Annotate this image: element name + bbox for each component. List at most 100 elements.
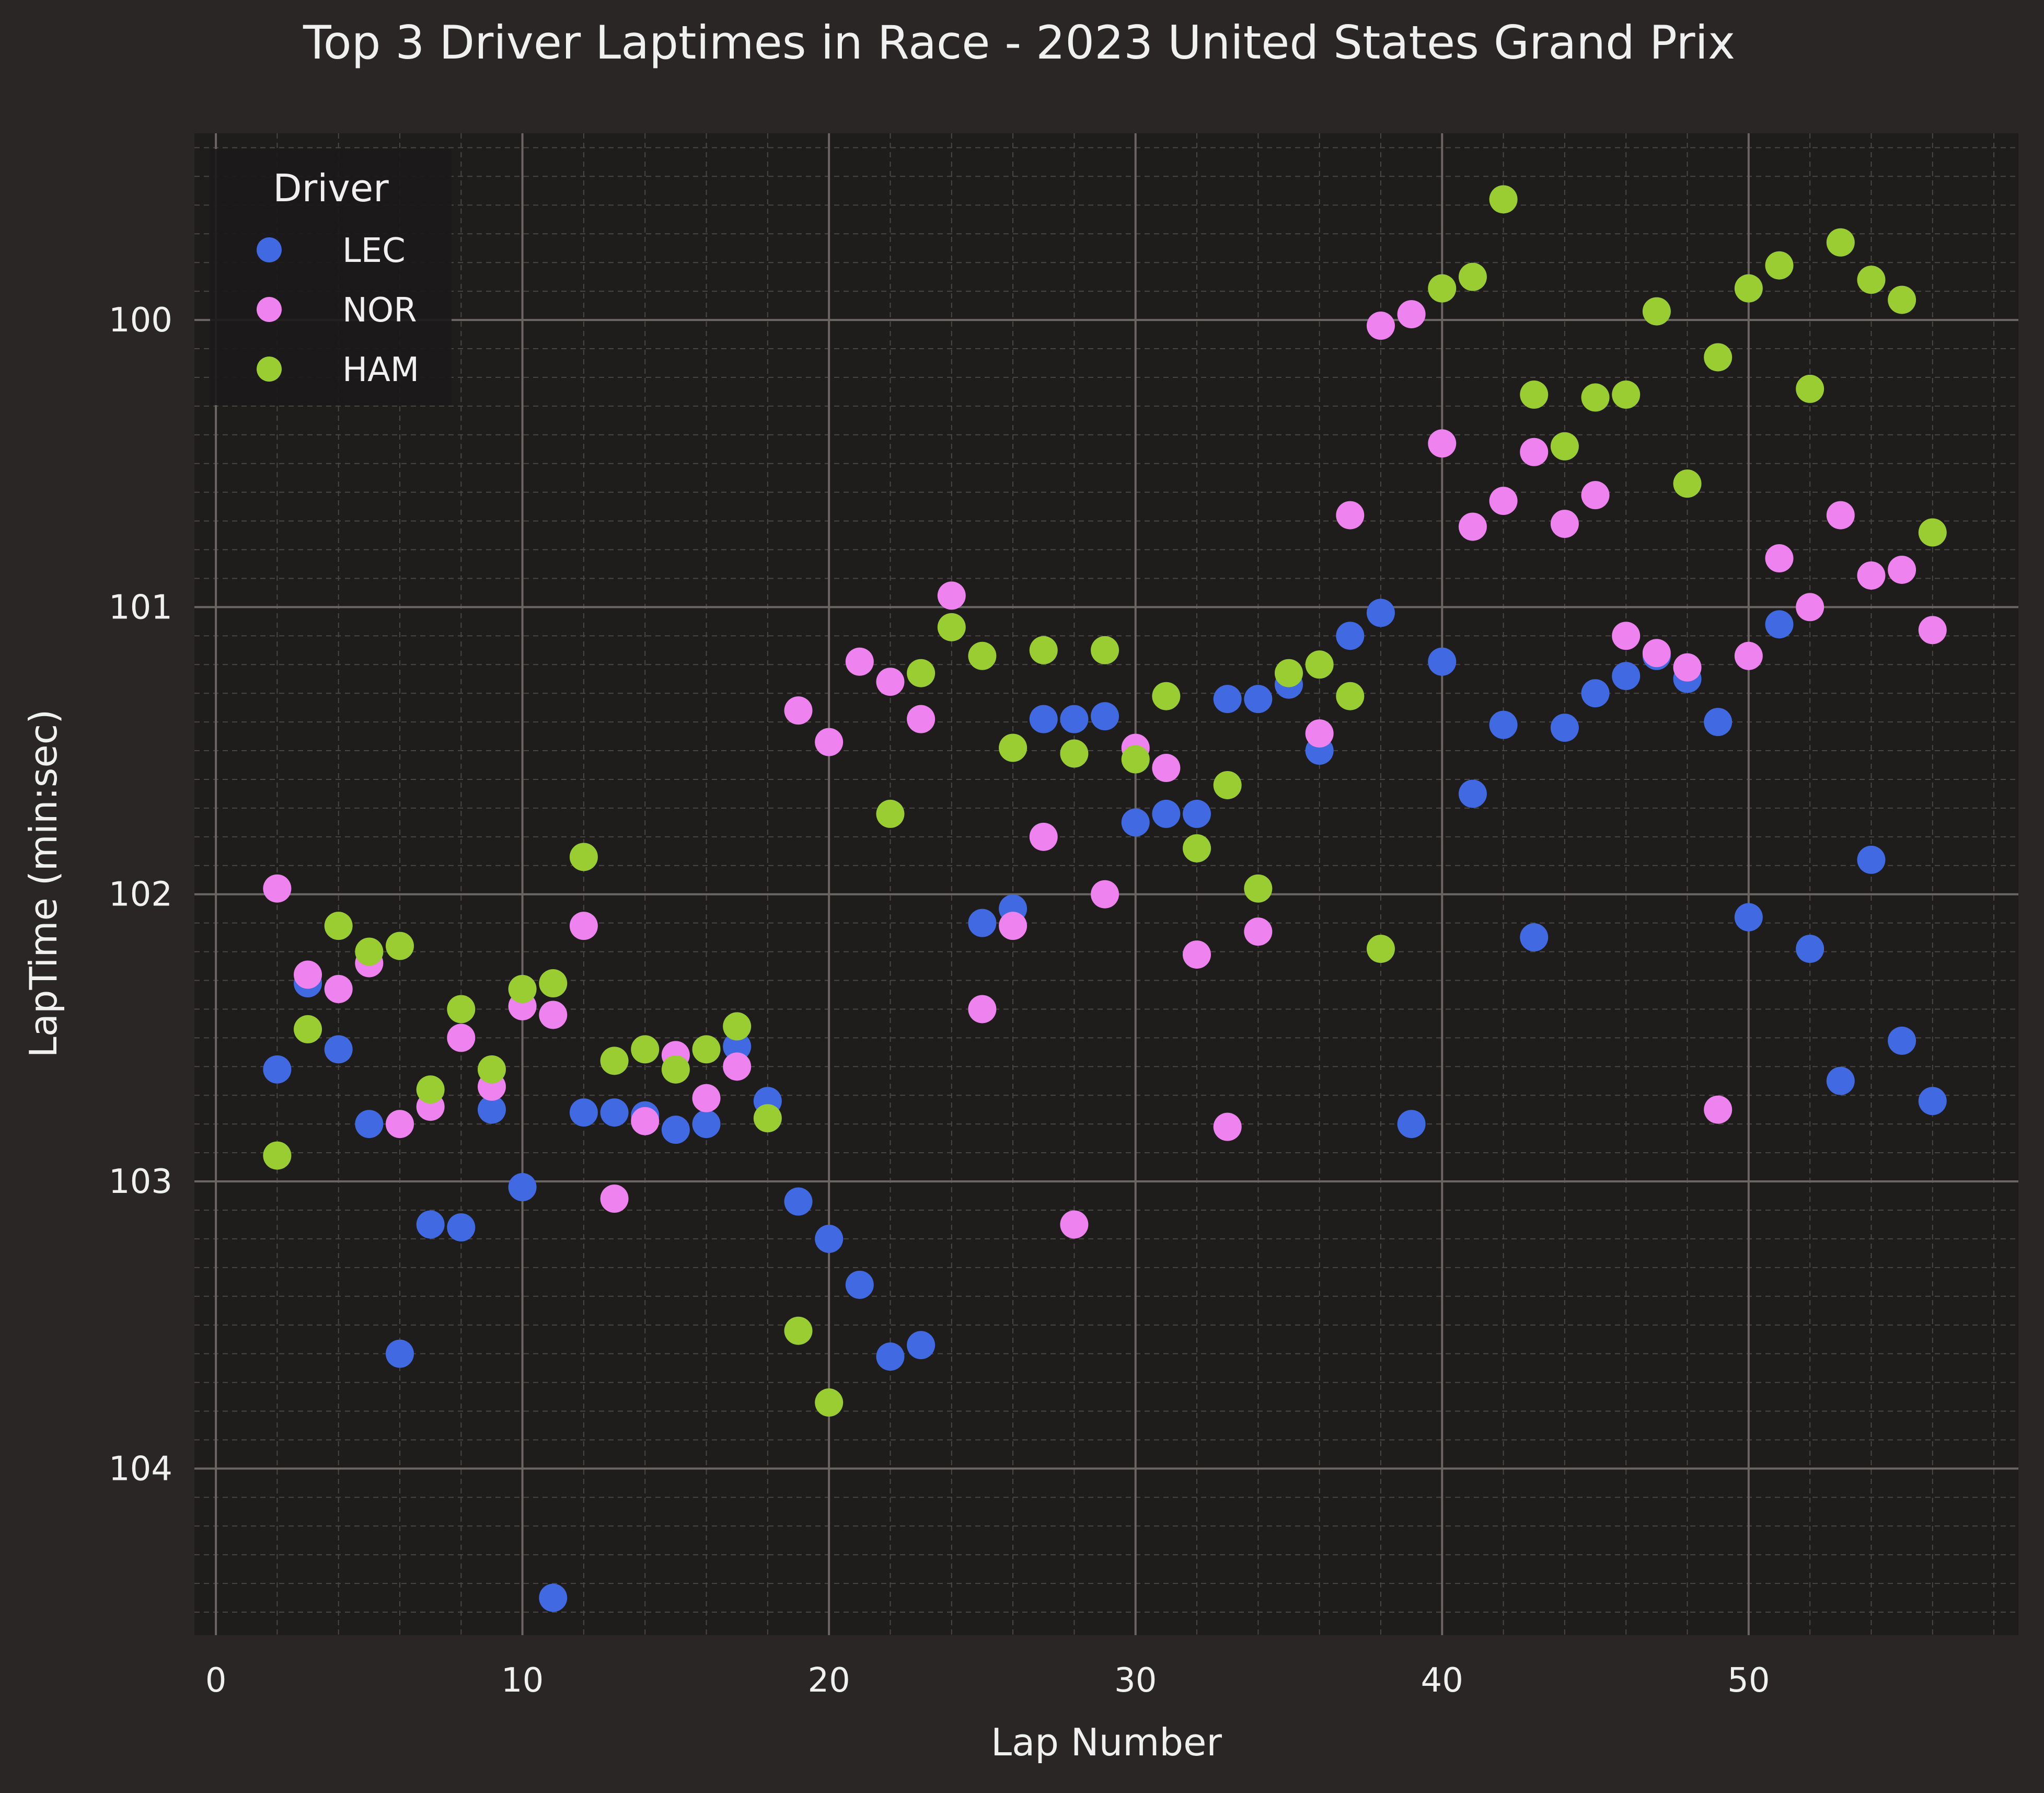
data-point-nor bbox=[1029, 822, 1058, 851]
data-point-nor bbox=[876, 668, 905, 696]
x-tick-label: 40 bbox=[1421, 1661, 1463, 1700]
data-point-nor bbox=[1857, 561, 1886, 590]
data-point-lec bbox=[1336, 622, 1365, 650]
data-point-ham bbox=[600, 1047, 629, 1075]
legend-label-lec: LEC bbox=[342, 232, 406, 270]
data-point-lec bbox=[1550, 714, 1579, 742]
data-point-ham bbox=[263, 1141, 292, 1170]
data-point-ham bbox=[907, 659, 936, 687]
data-point-nor bbox=[1428, 429, 1457, 458]
legend-items: LEC NOR HAM bbox=[257, 232, 419, 389]
data-point-lec bbox=[1888, 1026, 1916, 1055]
x-tick-label: 20 bbox=[807, 1661, 850, 1700]
data-point-ham bbox=[1305, 650, 1334, 679]
data-point-nor bbox=[1458, 512, 1487, 541]
data-point-nor bbox=[1213, 1112, 1242, 1141]
data-point-ham bbox=[815, 1388, 844, 1417]
data-point-ham bbox=[1458, 262, 1487, 291]
data-point-lec bbox=[815, 1224, 844, 1253]
data-point-ham bbox=[416, 1075, 445, 1104]
major-gridlines bbox=[194, 133, 2018, 1635]
data-point-lec bbox=[416, 1210, 445, 1239]
data-point-lec bbox=[1366, 599, 1395, 627]
data-point-lec bbox=[907, 1331, 936, 1360]
data-point-lec bbox=[1060, 705, 1089, 733]
data-point-ham bbox=[508, 975, 537, 1004]
data-point-nor bbox=[999, 912, 1027, 940]
data-point-lec bbox=[1918, 1087, 1947, 1116]
data-point-ham bbox=[1244, 874, 1273, 903]
y-tick-label: 100 bbox=[109, 301, 172, 340]
x-tick-label: 0 bbox=[205, 1661, 227, 1700]
legend-box bbox=[210, 149, 452, 405]
data-point-lec bbox=[508, 1173, 537, 1202]
data-point-lec bbox=[1152, 799, 1181, 828]
data-point-nor bbox=[1305, 719, 1334, 748]
data-point-nor bbox=[1888, 555, 1916, 584]
data-point-ham bbox=[1336, 682, 1365, 710]
data-point-nor bbox=[1704, 1095, 1733, 1124]
data-point-ham bbox=[1796, 374, 1824, 403]
data-point-lec bbox=[1765, 610, 1794, 639]
data-point-lec bbox=[1612, 662, 1641, 691]
data-point-nor bbox=[1489, 487, 1518, 515]
legend-title: Driver bbox=[273, 166, 389, 210]
data-point-ham bbox=[1734, 274, 1763, 303]
data-point-lec bbox=[447, 1213, 476, 1242]
data-point-nor bbox=[1183, 940, 1211, 969]
legend-label-ham: HAM bbox=[342, 351, 419, 389]
data-point-nor bbox=[815, 728, 844, 756]
data-point-ham bbox=[1520, 380, 1549, 409]
data-point-lec bbox=[968, 909, 997, 937]
data-point-lec bbox=[1029, 705, 1058, 733]
data-point-lec bbox=[600, 1098, 629, 1127]
data-point-ham bbox=[1612, 380, 1641, 409]
data-point-lec bbox=[263, 1055, 292, 1084]
data-point-ham bbox=[1550, 432, 1579, 461]
y-tick-label: 101 bbox=[109, 588, 172, 627]
data-point-ham bbox=[784, 1316, 813, 1345]
data-point-ham bbox=[569, 843, 598, 871]
data-point-lec bbox=[385, 1339, 414, 1368]
data-point-lec bbox=[569, 1098, 598, 1127]
data-point-ham bbox=[294, 1015, 322, 1043]
data-point-ham bbox=[1888, 285, 1916, 314]
data-point-ham bbox=[539, 969, 568, 998]
data-point-ham bbox=[1489, 185, 1518, 214]
chart-title: Top 3 Driver Laptimes in Race - 2023 Uni… bbox=[303, 16, 1735, 70]
y-axis-ticks: 100 101 102 103 104 bbox=[109, 301, 172, 1488]
data-point-lec bbox=[692, 1110, 721, 1139]
data-point-lec bbox=[1704, 708, 1733, 737]
data-point-ham bbox=[1704, 343, 1733, 372]
series-nor bbox=[263, 300, 1947, 1239]
data-point-nor bbox=[1336, 501, 1365, 530]
data-point-ham bbox=[1060, 739, 1089, 768]
data-point-lec bbox=[539, 1583, 568, 1612]
data-point-nor bbox=[1152, 754, 1181, 783]
data-point-nor bbox=[937, 581, 966, 610]
data-point-ham bbox=[723, 1012, 752, 1041]
data-point-lec bbox=[1091, 702, 1119, 731]
data-point-ham bbox=[1275, 659, 1303, 687]
data-point-lec bbox=[1183, 799, 1211, 828]
legend-label-nor: NOR bbox=[342, 291, 417, 330]
data-point-nor bbox=[1366, 312, 1395, 340]
data-point-ham bbox=[1826, 228, 1855, 257]
data-point-ham bbox=[477, 1055, 506, 1084]
data-point-nor bbox=[600, 1185, 629, 1213]
data-point-ham bbox=[999, 733, 1027, 762]
x-tick-label: 30 bbox=[1114, 1661, 1157, 1700]
series-ham bbox=[263, 185, 1947, 1417]
data-point-nor bbox=[723, 1052, 752, 1081]
data-point-lec bbox=[355, 1110, 384, 1139]
data-point-nor bbox=[447, 1024, 476, 1052]
data-point-nor bbox=[1612, 622, 1641, 650]
legend-marker-lec bbox=[257, 237, 282, 262]
data-point-nor bbox=[1765, 544, 1794, 573]
minor-gridlines bbox=[194, 133, 2018, 1635]
data-point-ham bbox=[1857, 266, 1886, 294]
data-point-nor bbox=[1550, 510, 1579, 538]
data-point-lec bbox=[1121, 808, 1150, 837]
data-point-nor bbox=[907, 705, 936, 733]
data-point-nor bbox=[263, 874, 292, 903]
